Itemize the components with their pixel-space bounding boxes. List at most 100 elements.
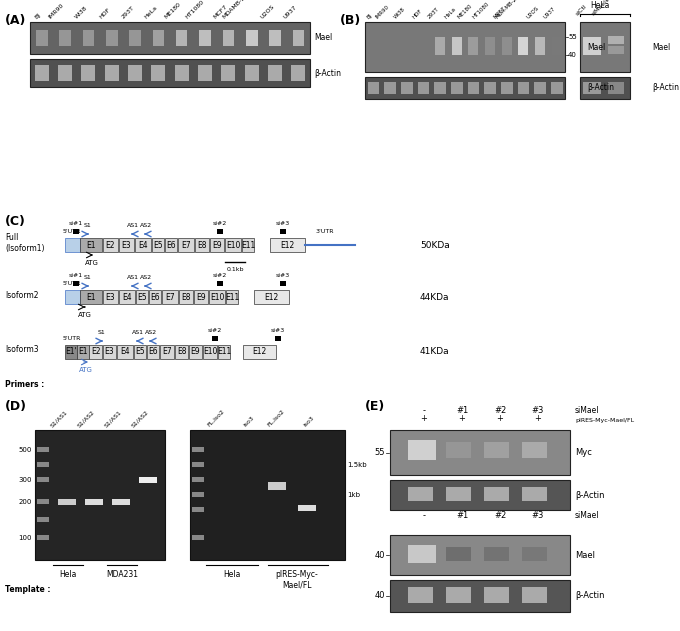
Text: 5'UTR: 5'UTR [63, 229, 81, 234]
Bar [82, 30, 94, 46]
Bar [30, 59, 310, 87]
Text: E11: E11 [225, 293, 239, 302]
Bar [73, 229, 79, 234]
Text: 40: 40 [568, 52, 577, 58]
Bar [119, 290, 135, 304]
Text: #3: #3 [532, 511, 544, 520]
Text: E6: E6 [150, 293, 160, 302]
Text: Wi38: Wi38 [393, 7, 407, 20]
Text: #1: #1 [456, 406, 468, 415]
Text: AS1: AS1 [132, 330, 144, 335]
Bar [222, 30, 234, 46]
Bar [134, 345, 146, 359]
Bar [243, 345, 276, 359]
Bar [367, 82, 379, 94]
Bar [452, 37, 462, 54]
Text: (A): (A) [5, 14, 27, 27]
Bar [165, 238, 177, 252]
Text: pIRES-Myc-
Mael/FL: pIRES-Myc- Mael/FL [275, 570, 318, 589]
Bar [37, 477, 49, 482]
Text: E10: E10 [226, 240, 240, 249]
Text: iso3: iso3 [303, 415, 315, 428]
Bar [484, 487, 509, 501]
Text: S1/AS1: S1/AS1 [103, 409, 122, 428]
Text: (D): (D) [5, 400, 27, 413]
Bar [190, 430, 345, 560]
Text: HeLa: HeLa [143, 5, 158, 20]
Bar [221, 64, 235, 81]
Bar [128, 64, 142, 81]
Text: IMR90: IMR90 [48, 3, 65, 20]
Text: siCtl: siCtl [575, 4, 588, 17]
Bar [390, 480, 570, 510]
Text: E4: E4 [120, 348, 130, 357]
Bar [217, 281, 223, 286]
Bar [65, 290, 80, 304]
Text: E10: E10 [203, 348, 217, 357]
Text: MDA231: MDA231 [106, 570, 138, 579]
Bar [484, 82, 496, 94]
Bar [298, 505, 316, 511]
Bar [365, 22, 565, 72]
Bar [212, 336, 218, 341]
Bar [37, 447, 49, 452]
Text: E3: E3 [105, 293, 116, 302]
Text: E11: E11 [241, 240, 255, 249]
Text: Mael: Mael [587, 42, 605, 52]
Text: AS1: AS1 [127, 275, 139, 280]
Text: siMael: siMael [575, 511, 600, 520]
Bar [246, 30, 258, 46]
Bar [218, 345, 230, 359]
Text: MDAMB-231: MDAMB-231 [221, 0, 252, 20]
Bar [226, 290, 238, 304]
Bar [501, 82, 513, 94]
Text: E11: E11 [217, 348, 231, 357]
Text: E12: E12 [265, 293, 279, 302]
Bar [35, 430, 165, 560]
Text: E4: E4 [138, 240, 148, 249]
Text: Mael: Mael [652, 42, 670, 52]
Text: siMael#3: siMael#3 [591, 0, 615, 17]
Bar [192, 507, 204, 512]
Text: #2: #2 [494, 511, 506, 520]
Text: U937: U937 [283, 5, 299, 20]
Text: HDF: HDF [99, 7, 112, 20]
Text: ATG: ATG [85, 260, 99, 266]
Bar [270, 238, 305, 252]
Text: E6: E6 [166, 240, 176, 249]
Text: HT1080: HT1080 [184, 0, 205, 20]
Bar [580, 77, 630, 99]
Bar [73, 281, 79, 286]
Text: S1/AS2: S1/AS2 [76, 409, 95, 428]
Bar [199, 30, 211, 46]
Bar [484, 587, 509, 603]
Bar [268, 482, 286, 490]
Text: IMR90: IMR90 [375, 4, 390, 20]
Text: Mael: Mael [575, 550, 595, 560]
Bar [390, 430, 570, 475]
Bar [162, 290, 178, 304]
Text: Primers :: Primers : [5, 380, 44, 389]
Text: E5: E5 [153, 240, 163, 249]
Bar [106, 30, 118, 46]
Bar [175, 64, 188, 81]
Text: AS2: AS2 [140, 223, 152, 228]
Text: si#2: si#2 [213, 273, 227, 278]
Bar [136, 290, 148, 304]
Bar [517, 82, 529, 94]
Bar [522, 442, 547, 458]
Text: U2OS: U2OS [526, 6, 540, 20]
Bar [203, 345, 217, 359]
Text: E3: E3 [122, 240, 131, 249]
Text: 100: 100 [18, 535, 32, 541]
Text: pIRES-Myc-Mael/FL: pIRES-Myc-Mael/FL [575, 418, 634, 423]
Bar [178, 238, 194, 252]
Text: 5'UTR: 5'UTR [63, 281, 81, 286]
Bar [36, 30, 48, 46]
Text: E9: E9 [190, 348, 201, 357]
Bar [242, 238, 254, 252]
Text: siMael: siMael [575, 406, 600, 415]
Bar [580, 22, 630, 72]
Bar [518, 37, 528, 54]
Bar [117, 345, 133, 359]
